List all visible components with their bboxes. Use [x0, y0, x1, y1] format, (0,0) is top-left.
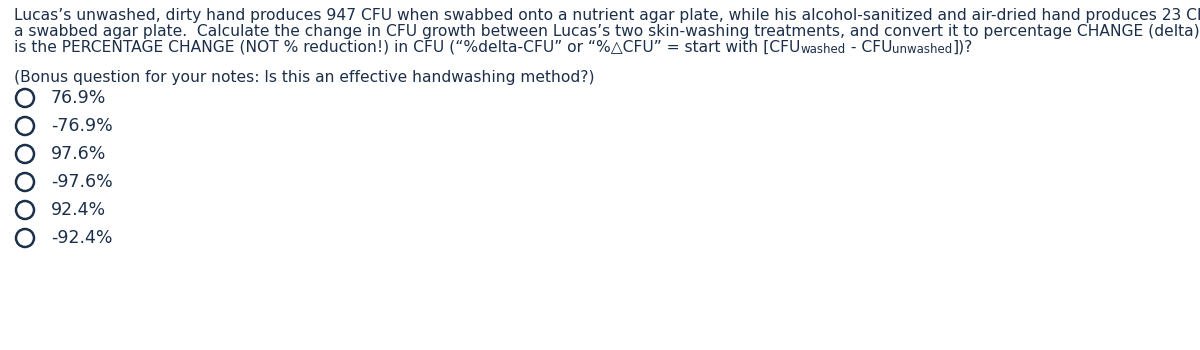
Text: a swabbed agar plate.  Calculate the change in CFU growth between Lucas’s two sk: a swabbed agar plate. Calculate the chan…: [14, 24, 1200, 39]
Text: washed: washed: [800, 43, 846, 56]
Text: unwashed: unwashed: [892, 43, 953, 56]
Text: ])?: ])?: [953, 40, 973, 55]
Text: 97.6%: 97.6%: [52, 145, 107, 163]
Text: -92.4%: -92.4%: [52, 229, 113, 247]
Text: 92.4%: 92.4%: [52, 201, 106, 219]
Text: - CFU: - CFU: [846, 40, 892, 55]
Text: is the PERCENTAGE CHANGE (NOT % reduction!) in CFU (“%delta-CFU” or “%△CFU” = st: is the PERCENTAGE CHANGE (NOT % reductio…: [14, 40, 800, 55]
Text: -97.6%: -97.6%: [52, 173, 113, 191]
Text: 76.9%: 76.9%: [52, 89, 107, 107]
Text: Lucas’s unwashed, dirty hand produces 947 CFU when swabbed onto a nutrient agar : Lucas’s unwashed, dirty hand produces 94…: [14, 8, 1200, 23]
Text: -76.9%: -76.9%: [52, 117, 113, 135]
Text: (Bonus question for your notes: Is this an effective handwashing method?): (Bonus question for your notes: Is this …: [14, 70, 594, 85]
